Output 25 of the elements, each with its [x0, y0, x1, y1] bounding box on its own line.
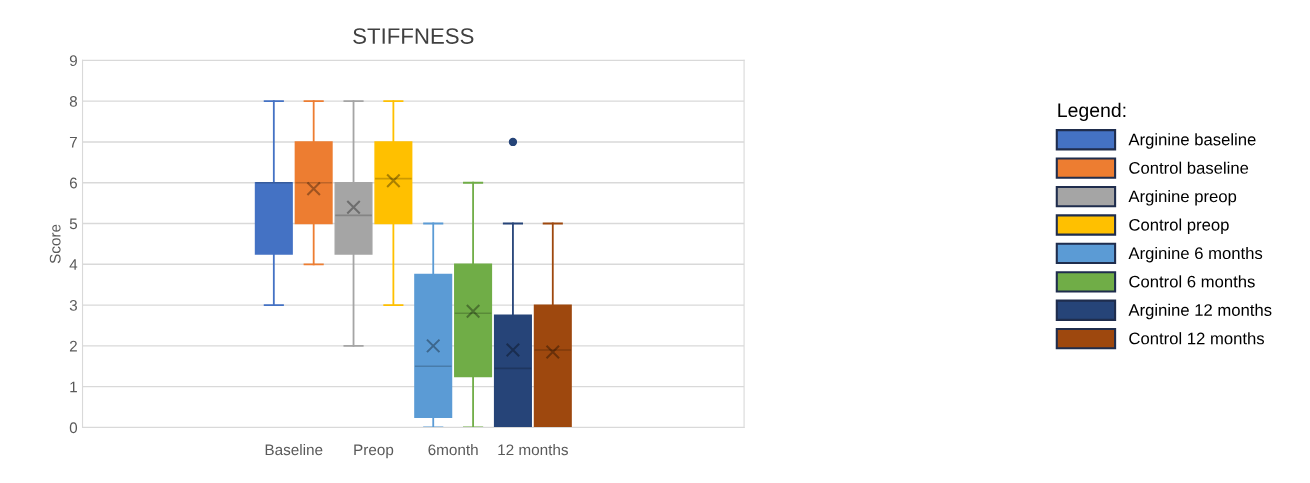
legend-label: Arginine baseline: [1128, 133, 1256, 149]
legend-label: Control 6 months: [1129, 275, 1255, 288]
y-tick-label: 4: [69, 259, 78, 270]
text: Baseline: [265, 443, 323, 456]
y-tick-label: 7: [69, 136, 77, 148]
y-tick-label: 0: [69, 422, 78, 434]
y-tick-label: 1: [70, 381, 77, 393]
y-tick-label: 5: [69, 218, 78, 230]
y-tick-label: 2: [69, 340, 77, 352]
text: 6month: [428, 443, 478, 456]
chart-title: STIFFNESS: [353, 28, 474, 44]
y-axis-title: Score: [49, 224, 61, 264]
legend-label: Control 12 months: [1129, 332, 1265, 345]
text: 12 months: [498, 443, 568, 456]
y-tick-label: 6: [69, 177, 77, 189]
legend-label: Arginine 12 months: [1128, 303, 1272, 320]
legend-label: Control preop: [1129, 218, 1229, 234]
y-tick-label: 3: [69, 299, 77, 311]
legend-label: Arginine 6 months: [1128, 246, 1263, 263]
y-tick-label: 8: [69, 96, 78, 107]
legend-label: Control baseline: [1129, 161, 1249, 174]
text: Preop: [354, 444, 394, 459]
y-tick-label: 9: [69, 55, 77, 67]
legend-label: Arginine preop: [1128, 190, 1237, 206]
legend-title: Legend:: [1058, 102, 1126, 121]
